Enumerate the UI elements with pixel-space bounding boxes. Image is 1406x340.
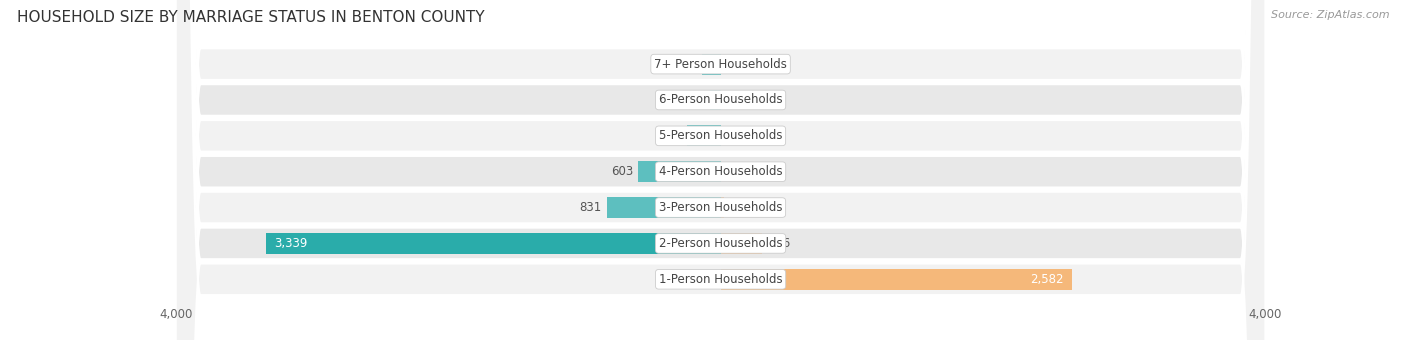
- FancyBboxPatch shape: [176, 0, 1265, 340]
- Text: 831: 831: [579, 201, 602, 214]
- Text: 0: 0: [725, 57, 734, 71]
- Bar: [721, 269, 1073, 290]
- Bar: [607, 197, 721, 218]
- Text: 138: 138: [673, 57, 696, 71]
- Text: 603: 603: [610, 165, 633, 178]
- Text: 1-Person Households: 1-Person Households: [659, 273, 782, 286]
- Text: 7+ Person Households: 7+ Person Households: [654, 57, 787, 71]
- Text: 2,582: 2,582: [1031, 273, 1064, 286]
- Text: Source: ZipAtlas.com: Source: ZipAtlas.com: [1271, 10, 1389, 20]
- FancyBboxPatch shape: [176, 0, 1265, 340]
- Text: 5-Person Households: 5-Person Households: [659, 129, 782, 142]
- Text: 0: 0: [725, 129, 734, 142]
- FancyBboxPatch shape: [176, 0, 1265, 340]
- FancyBboxPatch shape: [176, 0, 1265, 340]
- Text: 306: 306: [768, 237, 790, 250]
- Text: 249: 249: [659, 129, 682, 142]
- Bar: [702, 54, 721, 74]
- Bar: [266, 233, 721, 254]
- Text: 3-Person Households: 3-Person Households: [659, 201, 782, 214]
- Bar: [638, 161, 721, 182]
- Bar: [686, 125, 721, 146]
- Text: 3,339: 3,339: [274, 237, 308, 250]
- Bar: [721, 197, 724, 218]
- Text: 22: 22: [730, 201, 744, 214]
- Text: 6-Person Households: 6-Person Households: [659, 94, 782, 106]
- Bar: [721, 233, 762, 254]
- Bar: [710, 89, 721, 110]
- Text: 76: 76: [690, 94, 704, 106]
- FancyBboxPatch shape: [176, 0, 1265, 340]
- Text: HOUSEHOLD SIZE BY MARRIAGE STATUS IN BENTON COUNTY: HOUSEHOLD SIZE BY MARRIAGE STATUS IN BEN…: [17, 10, 485, 25]
- Text: 0: 0: [725, 165, 734, 178]
- FancyBboxPatch shape: [176, 0, 1265, 340]
- Text: 2-Person Households: 2-Person Households: [659, 237, 782, 250]
- Text: 0: 0: [725, 94, 734, 106]
- Text: 4-Person Households: 4-Person Households: [659, 165, 782, 178]
- FancyBboxPatch shape: [176, 0, 1265, 340]
